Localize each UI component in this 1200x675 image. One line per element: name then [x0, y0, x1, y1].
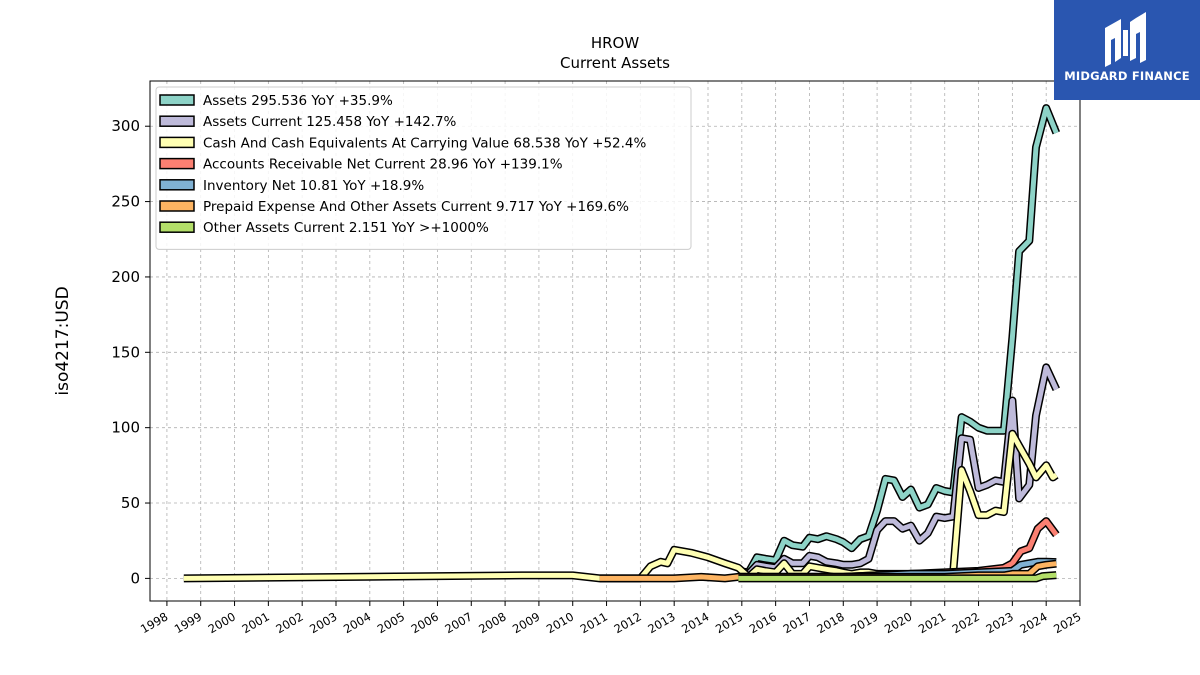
y-tick-label: 300: [111, 117, 140, 135]
axes: 1998 1999 2000 2001 2002 2003 2004 2005 2006 2007…: [111, 117, 1083, 636]
y-tick-label: 250: [111, 193, 140, 211]
y-tick-label: 0: [130, 569, 140, 587]
brand-name: MIDGARD FINANCE: [1064, 69, 1190, 83]
x-tick-label: 2012: [612, 609, 644, 636]
x-tick-label: 2007: [442, 609, 474, 636]
legend-swatch: [159, 136, 195, 149]
x-tick-label: 2023: [984, 609, 1016, 636]
x-tick-label: 2014: [679, 609, 711, 636]
legend-label: Cash And Cash Equivalents At Carrying Va…: [203, 135, 647, 151]
x-tick-label: 2013: [645, 609, 677, 636]
x-tick-label: 1999: [172, 609, 204, 636]
x-tick-label: 2015: [713, 609, 745, 636]
x-tick-label: 1998: [138, 609, 170, 636]
x-tick-label: 2022: [950, 609, 982, 636]
series-line: [738, 572, 1057, 581]
y-tick-label: 150: [111, 343, 140, 361]
x-tick-label: 2002: [273, 609, 305, 636]
x-tick-label: 2008: [476, 609, 508, 636]
legend-label: Prepaid Expense And Other Assets Current…: [203, 199, 629, 215]
legend-swatch: [159, 115, 195, 127]
x-tick-label: 2001: [240, 609, 272, 636]
x-tick-label: 2011: [578, 609, 610, 636]
legend-label: Assets 295.536 YoY +35.9%: [203, 93, 393, 109]
x-tick-label: 2017: [781, 609, 813, 636]
legend-swatch: [159, 179, 195, 191]
legend-swatch: [159, 200, 195, 212]
y-tick-label: 50: [121, 494, 140, 512]
x-tick-label: 2025: [1051, 609, 1083, 636]
y-axis-label: iso4217:USD: [53, 286, 73, 395]
x-tick-label: 2020: [882, 609, 914, 636]
x-tick-label: 2009: [510, 609, 542, 636]
x-tick-label: 2024: [1017, 609, 1049, 636]
legend-label: Assets Current 125.458 YoY +142.7%: [203, 114, 457, 130]
legend-box: [155, 86, 692, 250]
y-tick-label: 200: [111, 268, 140, 286]
x-tick-label: 2019: [848, 609, 880, 636]
midgard-logo-icon: [1105, 12, 1146, 67]
chart-subtitle: Current Assets: [560, 54, 670, 72]
legend-swatch: [159, 94, 195, 106]
series-line: [738, 105, 1059, 575]
legend-swatch: [159, 157, 195, 170]
y-tick-label: 100: [111, 419, 140, 437]
brand-logo: MIDGARD FINANCE: [1054, 0, 1200, 100]
legend-swatch: [159, 221, 195, 233]
series-layer: [183, 104, 1061, 583]
x-tick-label: 2018: [814, 609, 846, 636]
legend: Assets 295.536 YoY +35.9% Assets Current …: [155, 86, 692, 250]
x-tick-label: 2006: [409, 609, 441, 636]
chart-title: HROW: [591, 34, 640, 52]
x-tick-label: 2000: [206, 609, 238, 636]
legend-label: Accounts Receivable Net Current 28.96 Yo…: [203, 157, 563, 173]
x-tick-label: 2003: [307, 609, 339, 636]
legend-label: Inventory Net 10.81 YoY +18.9%: [203, 178, 424, 194]
plot-frame: [149, 80, 1081, 602]
x-tick-label: 2005: [375, 609, 407, 636]
x-tick-label: 2004: [341, 609, 373, 636]
x-tick-label: 2010: [544, 609, 576, 636]
series-line: [738, 364, 1059, 577]
x-tick-label: 2021: [916, 609, 948, 636]
x-tick-label: 2016: [747, 609, 779, 636]
legend-label: Other Assets Current 2.151 YoY >+1000%: [203, 220, 489, 236]
